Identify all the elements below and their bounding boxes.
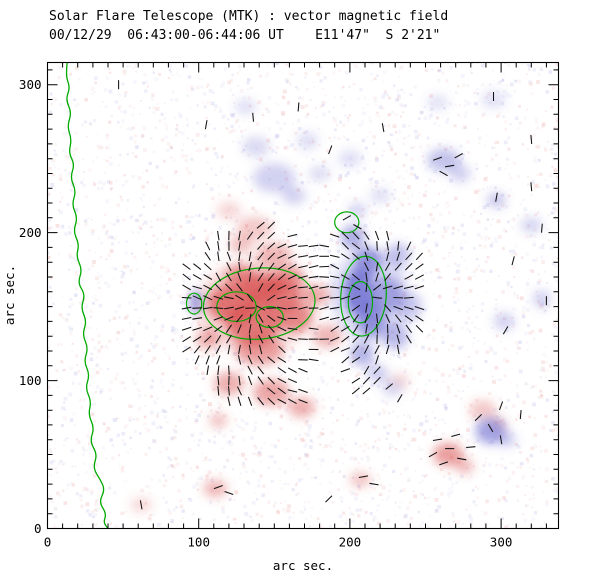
vector-field-layer — [118, 80, 547, 510]
contour-layer — [65, 62, 387, 529]
figure-title: Solar Flare Telescope (MTK) : vector mag… — [49, 9, 448, 24]
figure-subtitle: 00/12/29 06:43:00-06:44:06 UT E11'47" S … — [49, 28, 440, 43]
y-tick-label: 0 — [34, 521, 42, 536]
x-tick-label: 200 — [339, 535, 362, 550]
y-tick-label: 300 — [19, 77, 42, 92]
x-tick-label: 100 — [187, 535, 210, 550]
y-tick-label: 100 — [19, 373, 42, 388]
x-tick-label: 0 — [44, 535, 52, 550]
y-axis-label: arc sec. — [2, 265, 17, 325]
negative-polarity-layer — [189, 90, 552, 448]
x-tick-label: 300 — [490, 535, 513, 550]
y-tick-label: 200 — [19, 225, 42, 240]
axes-layer: 0 100 200 300 0 100 200 300 — [19, 61, 560, 550]
x-axis-label: arc sec. — [273, 558, 333, 573]
limb-contour — [65, 62, 109, 529]
